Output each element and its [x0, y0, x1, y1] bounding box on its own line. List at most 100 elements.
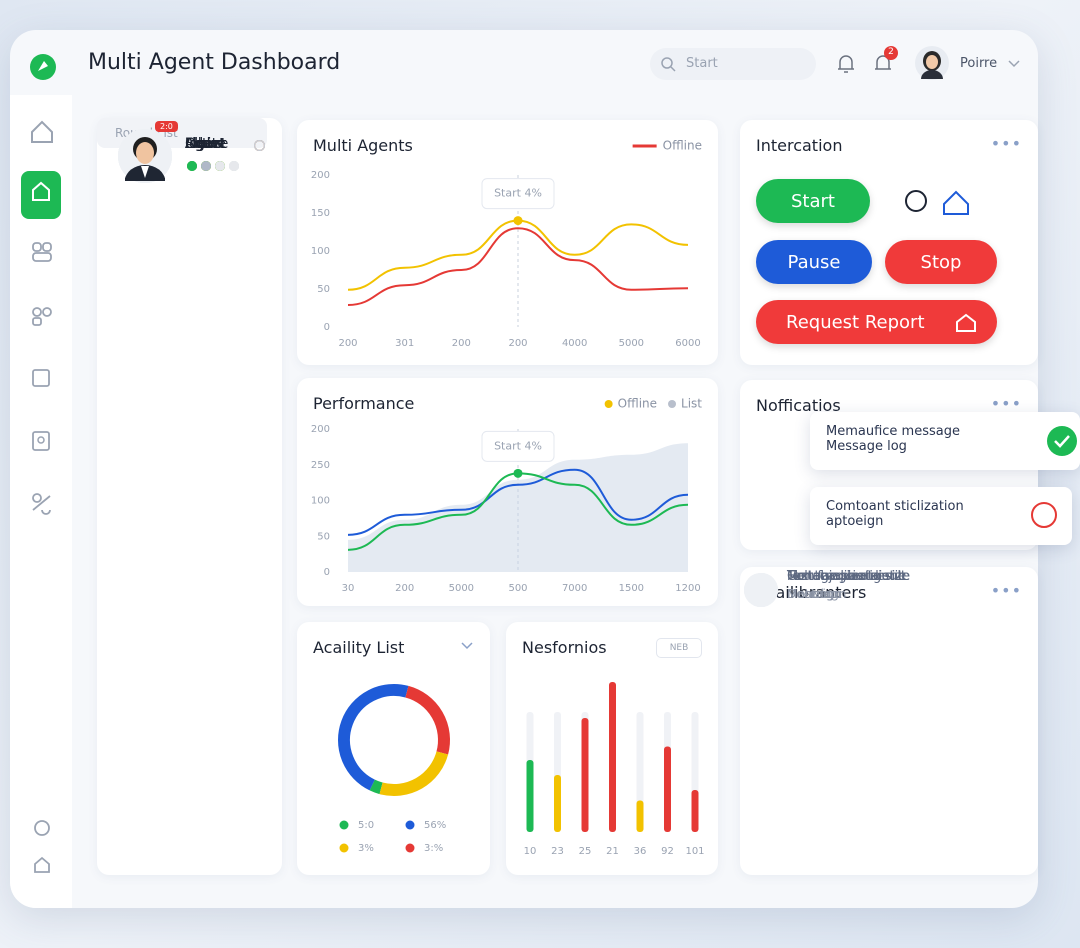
- x-tick-label: 200: [508, 338, 527, 349]
- app-title: Multi Agent Dashboard: [88, 50, 341, 75]
- y-tick-label: 0: [324, 567, 330, 578]
- x-tick-label: 6000: [675, 338, 700, 349]
- status-dot: [187, 161, 197, 171]
- agent-name: Active: [185, 136, 229, 152]
- search-placeholder: Start: [686, 56, 718, 71]
- search-icon: [661, 57, 676, 72]
- more-icon[interactable]: •••: [990, 134, 1022, 153]
- more-icon[interactable]: •••: [990, 581, 1022, 600]
- activity-title: Testage sizaizesize: [787, 569, 910, 584]
- line: [347, 468, 689, 536]
- x-tick-label: 1500: [619, 583, 644, 594]
- pause-button[interactable]: Pause: [756, 240, 872, 284]
- x-tick-label: 21: [606, 846, 619, 857]
- agent-name: Figart: [185, 136, 225, 152]
- y-tick-label: 250: [311, 460, 330, 471]
- bar: [609, 682, 616, 832]
- line-chart: 0 50 100 250 200 30 200 5000 500 7000 1500 1200 Star…: [311, 397, 702, 595]
- notification-icon[interactable]: [872, 44, 902, 76]
- x-tick-label: 301: [395, 338, 414, 349]
- stop-button[interactable]: Stop: [885, 240, 997, 284]
- activity-title: Text fangine disult: [787, 569, 907, 584]
- multi-agents-panel: Multi Agents 0 50 100 150 200 200 301 200 200 400…: [297, 120, 718, 365]
- start-button[interactable]: Start: [756, 179, 870, 223]
- agent-name: Idele: [185, 136, 220, 152]
- x-tick-label: 200: [452, 338, 471, 349]
- y-tick-label: 0: [324, 322, 330, 333]
- y-tick-label: 200: [311, 170, 330, 181]
- bar: [554, 775, 561, 832]
- highlight-dot: [513, 468, 523, 478]
- logo: [30, 54, 56, 80]
- donut-segment: [379, 751, 449, 796]
- x-tick-label: 200: [395, 583, 414, 594]
- donut-segment: [369, 779, 383, 795]
- notification-card[interactable]: Comtoant sticlization aptoeign: [810, 487, 1072, 545]
- activity-title: Menteaqitierigutie: [787, 569, 907, 584]
- bar-chart: 10 23 25 21 36 92 101: [524, 682, 705, 857]
- x-tick-label: 101: [685, 846, 704, 857]
- x-tick-label: 92: [661, 846, 674, 857]
- x-tick-label: 1200: [675, 583, 700, 594]
- activity-subtitle: Menmaon: [787, 587, 847, 601]
- status-dot: [229, 161, 239, 171]
- legend-label: 3:%: [424, 843, 443, 854]
- panel-title: Nesfornios: [522, 638, 607, 657]
- bar: [526, 760, 534, 832]
- x-tick-label: 25: [579, 846, 592, 857]
- legend-label: List: [681, 397, 702, 411]
- notification-card[interactable]: Memaufice message Message log: [810, 412, 1080, 470]
- y-tick-label: 150: [311, 208, 330, 219]
- x-tick-label: 500: [508, 583, 527, 594]
- notification-subtitle: aptoeign: [826, 514, 884, 529]
- donut-segment: [338, 684, 409, 791]
- legend-label: 3%: [358, 843, 374, 854]
- chevron: [1008, 60, 1020, 68]
- bell-icon[interactable]: [835, 52, 857, 76]
- legend-label: 5:0: [358, 820, 374, 831]
- agent-name: Agent: [185, 136, 227, 152]
- legend-swatch: [405, 820, 415, 830]
- line-chart: 0 50 100 150 200 200 301 200 200 4000 5000 6000 Star…: [311, 139, 702, 350]
- legend-swatch: [405, 843, 415, 853]
- panel-title: Acailibranters: [756, 583, 867, 602]
- y-tick-label: 100: [311, 246, 330, 257]
- activity-subtitle: Decraign: [787, 587, 842, 601]
- x-tick-label: 36: [634, 846, 647, 857]
- search-box[interactable]: Start: [650, 48, 816, 80]
- panel-title: Multi Agents: [313, 136, 413, 155]
- status-dot: [201, 161, 211, 171]
- activity-title: Fichebjelvertaient: [787, 569, 904, 584]
- user-avatar[interactable]: [914, 45, 950, 81]
- activity-subtitle: Mote log: [787, 587, 839, 601]
- agent-name: Idele: [185, 136, 220, 152]
- legend-swatch: [668, 400, 677, 408]
- bar: [664, 746, 671, 832]
- y-tick-label: 50: [317, 531, 330, 542]
- legend-swatch: [339, 843, 349, 853]
- chevron[interactable]: [461, 642, 473, 650]
- tooltip-box: [481, 178, 555, 210]
- tooltip-box: [481, 430, 555, 462]
- panel-title: Performance: [313, 394, 415, 413]
- bar: [581, 718, 589, 832]
- more-icon[interactable]: •••: [990, 394, 1022, 413]
- sidebar: [10, 95, 72, 908]
- donut-segment: [405, 685, 450, 755]
- activity-subtitle: Mest ago: [787, 587, 842, 601]
- tooltip-text: Start 4%: [494, 439, 542, 452]
- user-name[interactable]: Poirre: [960, 56, 998, 71]
- activity-avatar: [744, 573, 778, 607]
- performance-panel: Performance 0 50 100 250 200 30 200 5000 500 7000…: [297, 378, 718, 606]
- legend-label: Offline: [663, 139, 702, 153]
- x-tick-label: 23: [551, 846, 564, 857]
- chart-badge[interactable]: NEB: [656, 638, 702, 658]
- avatar-shirt: [141, 166, 149, 178]
- agent-name: Llourt: [185, 136, 226, 152]
- agent-name: Ogert: [185, 136, 225, 152]
- x-tick-label: 10: [524, 846, 537, 857]
- y-tick-label: 50: [317, 284, 330, 295]
- panel-title: Intercation: [756, 136, 843, 155]
- activity-title: Conamaeas te size: [787, 569, 911, 584]
